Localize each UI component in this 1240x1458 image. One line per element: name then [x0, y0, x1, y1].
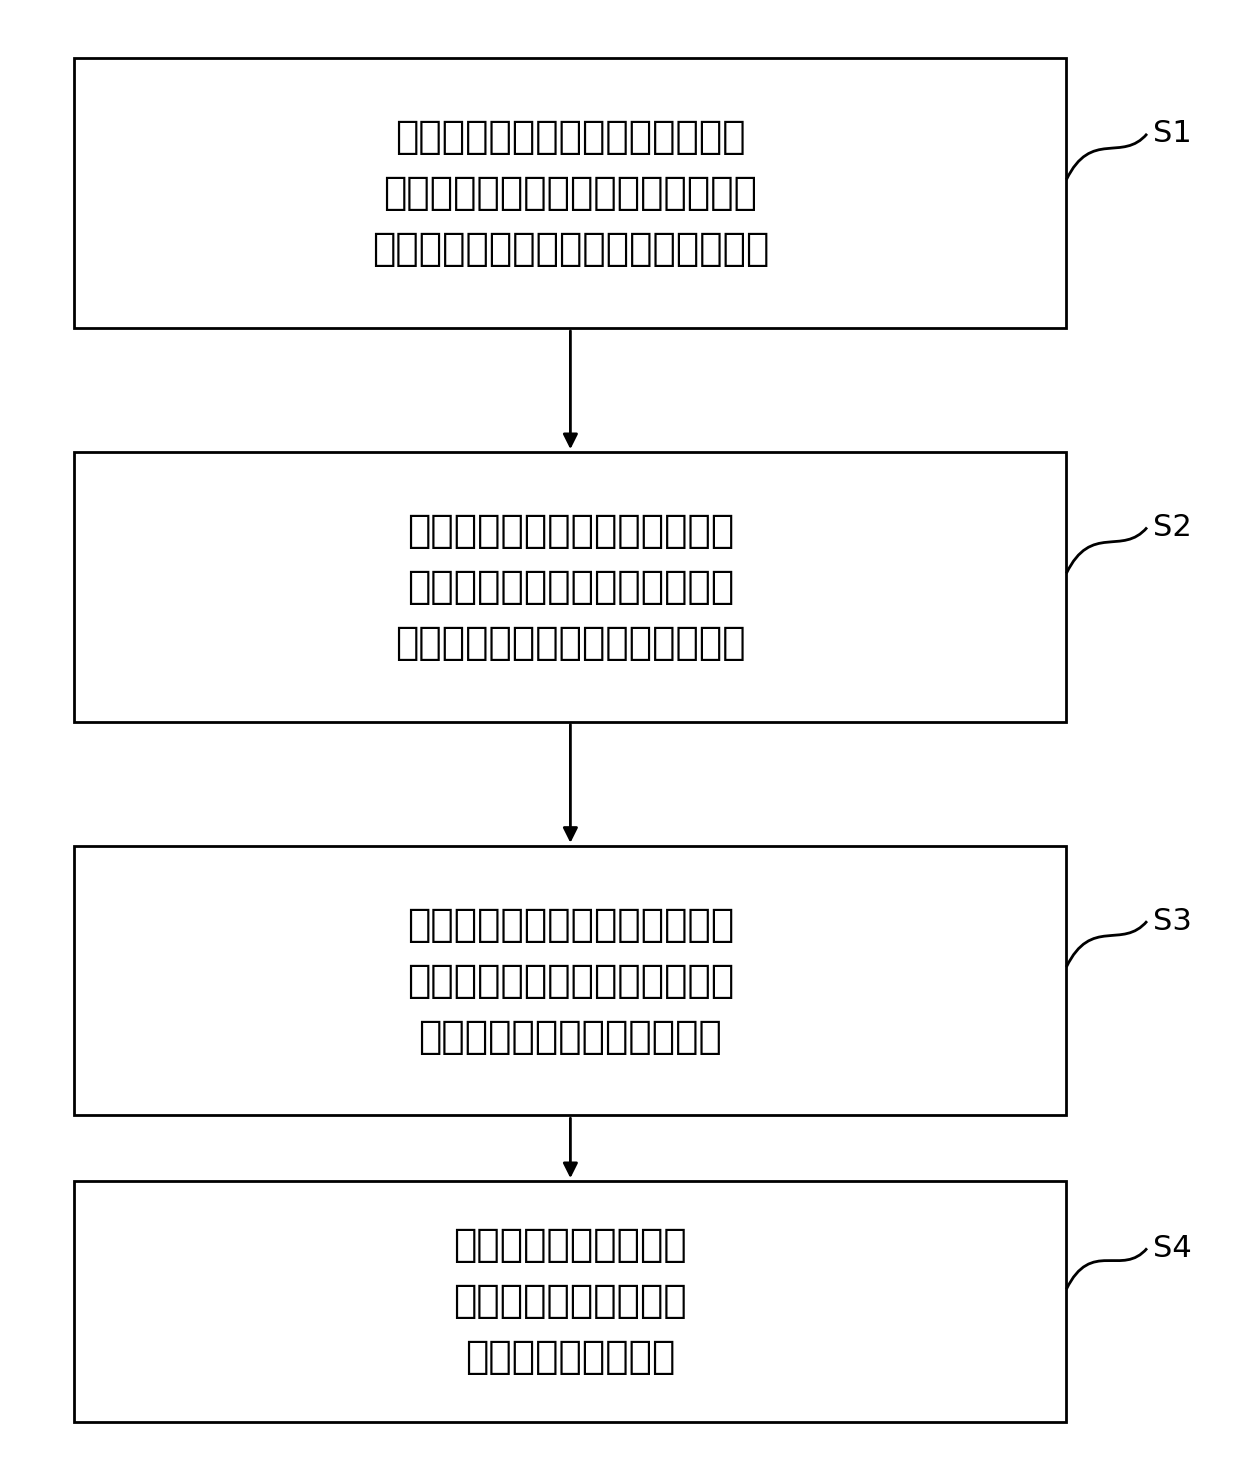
Bar [74, 846, 1066, 1115]
Text: S4: S4 [1153, 1233, 1192, 1263]
Text: 在碳纤维船体的最上层碳纤维布
或玻璃布的表面从下往上依次铺
设一层四氟乙烯布和一层隔离膜。: 在碳纤维船体的最上层碳纤维布 或玻璃布的表面从下往上依次铺 设一层四氟乙烯布和一… [396, 512, 745, 662]
Bar [74, 452, 1066, 722]
Text: S1: S1 [1153, 120, 1192, 149]
Text: 待环氧树脂固化后将沙
粒取回，并依次取下隔
离膜和四氟乙烯布。: 待环氧树脂固化后将沙 粒取回，并依次取下隔 离膜和四氟乙烯布。 [454, 1226, 687, 1376]
Text: S3: S3 [1153, 907, 1192, 936]
Text: S2: S2 [1153, 513, 1192, 542]
Text: 模具依次逐层铺设碳纤维布或玻璃
布，并在相邻两层碳纤维布或玻璃布
之间填充环氧树脂，构成碳纤维船体。: 模具依次逐层铺设碳纤维布或玻璃 布，并在相邻两层碳纤维布或玻璃布 之间填充环氧树… [372, 118, 769, 268]
Text: 在模具内倒入沙粒，并均匀平铺
在隔离膜的表面，对各层铺设的
碳纤维布或玻璃布进行加压。: 在模具内倒入沙粒，并均匀平铺 在隔离膜的表面，对各层铺设的 碳纤维布或玻璃布进行… [407, 905, 734, 1056]
Bar [74, 58, 1066, 328]
Bar [74, 1181, 1066, 1422]
